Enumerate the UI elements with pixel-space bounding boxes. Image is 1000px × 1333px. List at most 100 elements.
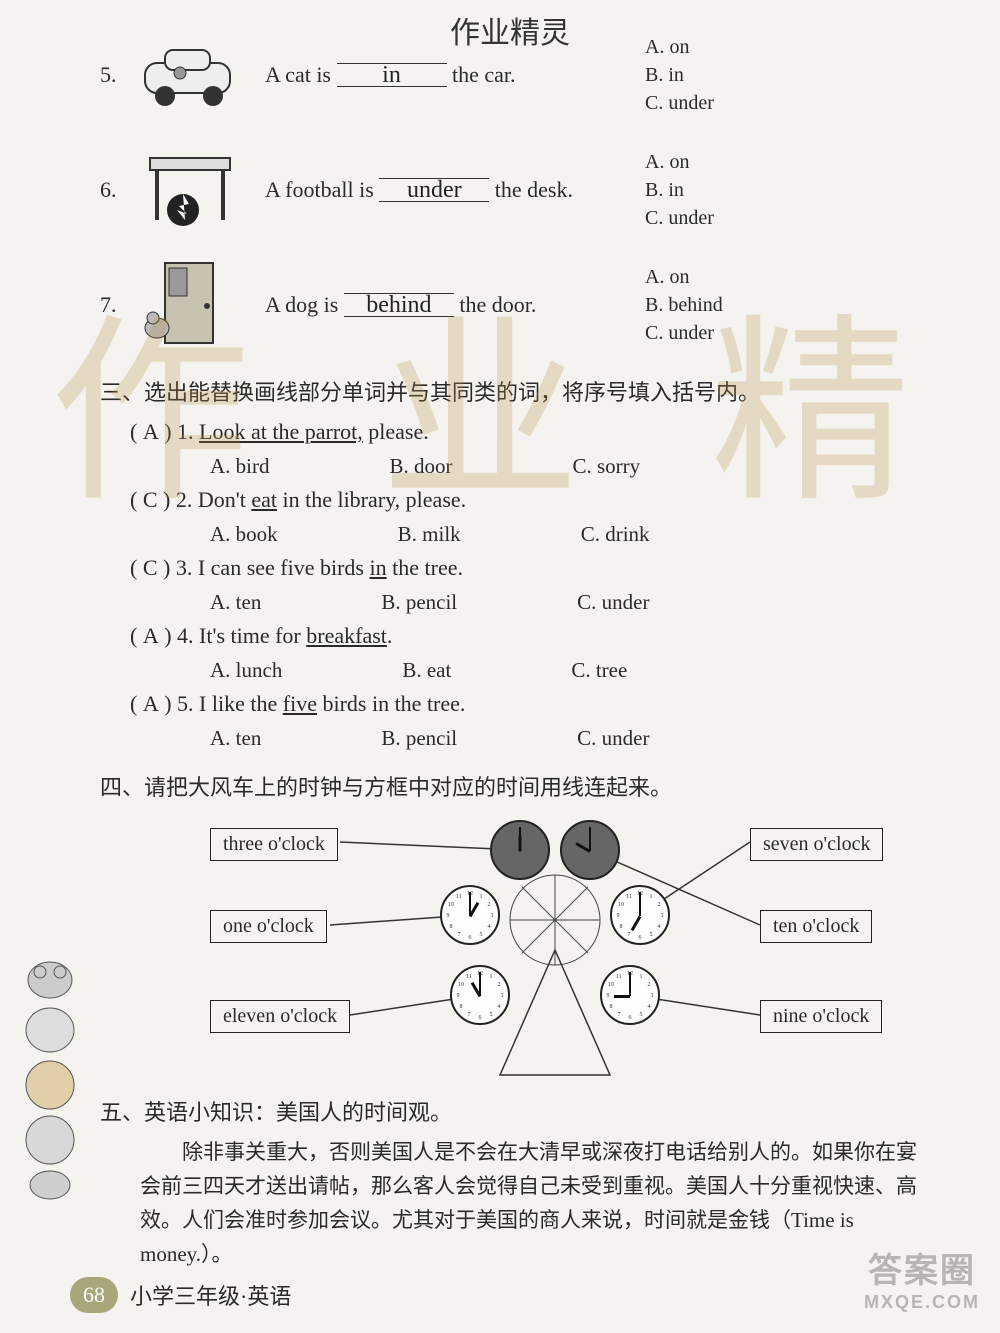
mc-options: A. ten B. pencil C. under — [210, 721, 950, 755]
svg-text:4: 4 — [658, 924, 661, 930]
clock-icon: 123456789101112 — [450, 965, 510, 1025]
question-picture-icon — [130, 145, 250, 235]
option-c: C. under — [577, 585, 649, 619]
mc-question: ( A ) 1. Look at the parrot, please. A. … — [130, 415, 950, 483]
svg-text:7: 7 — [468, 1012, 471, 1018]
option-c: C. sorry — [573, 449, 641, 483]
top-handwriting: 作业精灵 — [450, 8, 570, 52]
option-a: A. ten — [210, 721, 261, 755]
fill-blank: under — [379, 178, 489, 202]
option-a: A. lunch — [210, 653, 282, 687]
clock-icon — [490, 820, 550, 880]
option-b: B. pencil — [381, 585, 457, 619]
svg-text:12: 12 — [637, 891, 643, 897]
clock-icon — [560, 820, 620, 880]
svg-text:11: 11 — [626, 894, 632, 900]
svg-text:6: 6 — [629, 1015, 632, 1021]
svg-text:9: 9 — [607, 993, 610, 999]
svg-text:2: 2 — [658, 902, 661, 908]
question-number: 6. — [100, 177, 130, 203]
time-box: eleven o'clock — [210, 1000, 350, 1033]
time-box: three o'clock — [210, 828, 338, 861]
mc-options: A. ten B. pencil C. under — [210, 585, 950, 619]
option-a: A. bird — [210, 449, 270, 483]
svg-text:9: 9 — [457, 993, 460, 999]
option-b: B. door — [390, 449, 453, 483]
svg-text:5: 5 — [650, 932, 653, 938]
svg-text:11: 11 — [456, 894, 462, 900]
time-box: nine o'clock — [760, 1000, 882, 1033]
question-picture-icon — [130, 30, 250, 120]
option-b: B. behind — [645, 291, 723, 319]
page-number: 68 — [70, 1277, 118, 1313]
option-c: C. under — [645, 89, 714, 117]
option-c: C. under — [645, 319, 723, 347]
mc-question: ( A ) 5. I like the five birds in the tr… — [130, 687, 950, 755]
fill-blank: in — [337, 63, 447, 87]
svg-text:5: 5 — [490, 1012, 493, 1018]
svg-text:12: 12 — [467, 891, 473, 897]
svg-text:8: 8 — [459, 1004, 462, 1010]
option-b: B. eat — [402, 653, 451, 687]
mc-answer: A — [143, 623, 159, 648]
svg-text:5: 5 — [480, 932, 483, 938]
question-options: A. on B. in C. under — [645, 148, 714, 232]
svg-text:1: 1 — [640, 974, 643, 980]
section-5-title: 五、英语小知识：美国人的时间观。 — [100, 1095, 950, 1127]
svg-text:10: 10 — [458, 982, 464, 988]
fill-question-row: 7. A dog is behind the door. A. on B. be… — [100, 260, 950, 350]
svg-text:11: 11 — [616, 974, 622, 980]
mc-question: ( A ) 4. It's time for breakfast. A. lun… — [130, 619, 950, 687]
bottom-watermark-small: MXQE.COM — [864, 1292, 980, 1313]
mc-question: ( C ) 2. Don't eat in the library, pleas… — [130, 483, 950, 551]
svg-text:1: 1 — [480, 894, 483, 900]
option-b: B. milk — [398, 517, 461, 551]
svg-text:10: 10 — [618, 902, 624, 908]
svg-text:6: 6 — [639, 935, 642, 941]
option-a: A. ten — [210, 585, 261, 619]
question-number: 7. — [100, 292, 130, 318]
svg-text:12: 12 — [477, 971, 483, 977]
time-box: ten o'clock — [760, 910, 872, 943]
svg-text:2: 2 — [498, 982, 501, 988]
decorative-animals-icon — [10, 950, 90, 1200]
question-sentence: A cat is in the car. — [265, 62, 645, 88]
option-b: B. pencil — [381, 721, 457, 755]
svg-text:3: 3 — [501, 993, 504, 999]
option-a: A. book — [210, 517, 278, 551]
clock-icon: 123456789101112 — [610, 885, 670, 945]
svg-text:4: 4 — [488, 924, 491, 930]
question-number: 5. — [100, 62, 130, 88]
option-a: A. on — [645, 263, 723, 291]
option-c: C. under — [645, 204, 714, 232]
time-box: one o'clock — [210, 910, 327, 943]
svg-text:7: 7 — [458, 932, 461, 938]
mc-answer: A — [143, 691, 159, 716]
question-options: A. on B. in C. under — [645, 33, 714, 117]
svg-text:1: 1 — [650, 894, 653, 900]
question-picture-icon — [130, 260, 250, 350]
svg-text:9: 9 — [447, 913, 450, 919]
option-b: B. in — [645, 61, 714, 89]
svg-text:8: 8 — [449, 924, 452, 930]
svg-text:6: 6 — [479, 1015, 482, 1021]
svg-text:3: 3 — [491, 913, 494, 919]
bottom-watermark-big: 答案圈 — [864, 1243, 980, 1292]
mc-options: A. book B. milk C. drink — [210, 517, 950, 551]
section-5-paragraph: 除非事关重大，否则美国人是不会在大清早或深夜打电话给别人的。如果你在宴会前三四天… — [140, 1135, 930, 1271]
section-4-title: 四、请把大风车上的时钟与方框中对应的时间用线连起来。 — [100, 770, 950, 802]
clock-icon: 123456789101112 — [440, 885, 500, 945]
svg-text:10: 10 — [608, 982, 614, 988]
svg-text:7: 7 — [618, 1012, 621, 1018]
bottom-watermark: 答案圈 MXQE.COM — [864, 1243, 980, 1313]
svg-text:2: 2 — [488, 902, 491, 908]
option-c: C. under — [577, 721, 649, 755]
svg-text:5: 5 — [640, 1012, 643, 1018]
section-3-title: 三、选出能替换画线部分单词并与其同类的词，将序号填入括号内。 — [100, 375, 950, 407]
option-b: B. in — [645, 176, 714, 204]
svg-text:7: 7 — [628, 932, 631, 938]
svg-text:2: 2 — [648, 982, 651, 988]
option-c: C. drink — [581, 517, 650, 551]
svg-text:3: 3 — [651, 993, 654, 999]
mc-options: A. bird B. door C. sorry — [210, 449, 950, 483]
